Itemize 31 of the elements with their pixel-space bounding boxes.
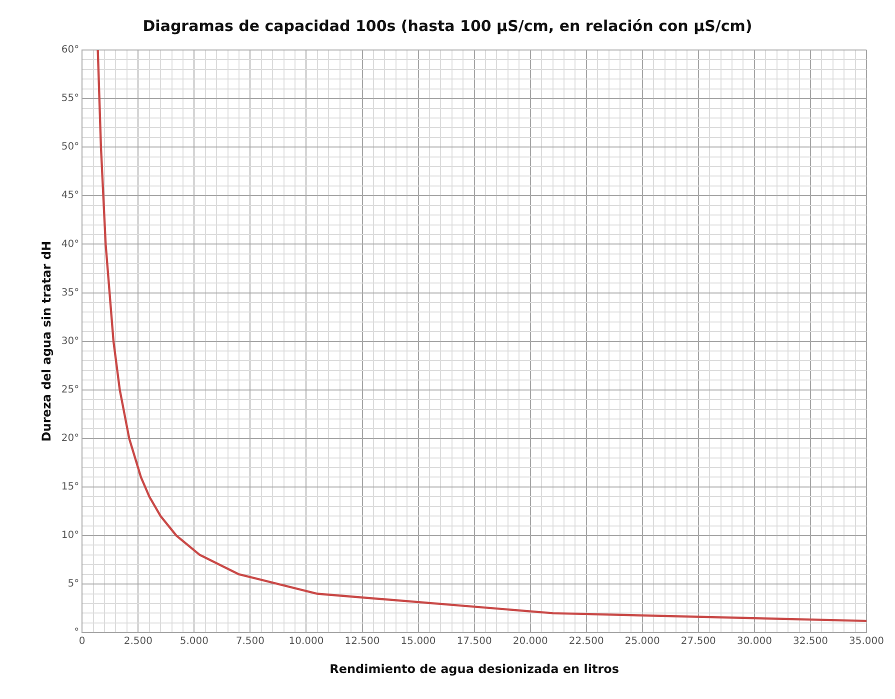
x-tick-label: 27.500	[680, 636, 716, 648]
x-tick-label: 12.500	[344, 636, 380, 648]
y-tick-label: 40°	[61, 238, 80, 250]
y-tick-label: 60°	[61, 44, 80, 56]
x-tick-label: 10.000	[288, 636, 324, 648]
y-tick-label: 5°	[68, 578, 80, 590]
chart-title: Diagramas de capacidad 100s (hasta 100 µS/cm, en relación con µS/cm)	[142, 16, 752, 35]
y-tick-label: 55°	[61, 93, 80, 104]
x-tick-label: 0	[78, 636, 86, 648]
y-tick-label: 25°	[61, 384, 80, 396]
x-tick-label: 17.500	[456, 636, 492, 648]
x-tick-label: 15.000	[400, 636, 436, 648]
y-tick-label: 10°	[61, 530, 80, 542]
x-tick-label: 22.500	[568, 636, 604, 648]
y-tick-label: 15°	[61, 482, 80, 493]
x-tick-label: 2.500	[124, 636, 152, 648]
y-axis-title: Dureza del agua sin tratar dH	[39, 240, 54, 442]
y-tick-label: °	[74, 627, 80, 638]
x-tick-label: 32.500	[792, 636, 828, 648]
y-tick-label: 30°	[61, 336, 80, 347]
x-tick-label: 30.000	[736, 636, 772, 648]
x-tick-label: 35.000	[849, 636, 884, 648]
y-tick-label: 45°	[61, 190, 80, 202]
x-tick-label: 5.000	[180, 636, 208, 648]
x-tick-label: 25.000	[624, 636, 660, 648]
x-tick-label: 7.500	[236, 636, 265, 648]
y-tick-label: 20°	[61, 432, 80, 444]
x-tick-label: 20.000	[512, 636, 548, 648]
y-tick-label: 35°	[61, 287, 80, 298]
x-axis-title: Rendimiento de agua desionizada en litros	[330, 662, 620, 676]
y-tick-label: 50°	[61, 142, 80, 153]
